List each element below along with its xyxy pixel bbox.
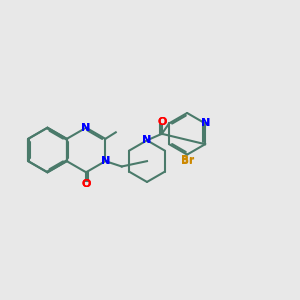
Text: N: N [81, 123, 91, 133]
Text: N: N [81, 123, 91, 133]
Text: Br: Br [181, 155, 194, 165]
Text: N: N [142, 135, 152, 145]
Text: N: N [101, 156, 110, 166]
Text: N: N [142, 135, 152, 145]
Text: N: N [200, 118, 210, 128]
Text: O: O [157, 117, 167, 127]
Text: O: O [81, 179, 91, 189]
Text: Br: Br [181, 156, 194, 166]
Text: N: N [200, 118, 210, 128]
Text: O: O [81, 179, 91, 189]
Text: O: O [157, 117, 167, 127]
Text: N: N [101, 156, 110, 166]
